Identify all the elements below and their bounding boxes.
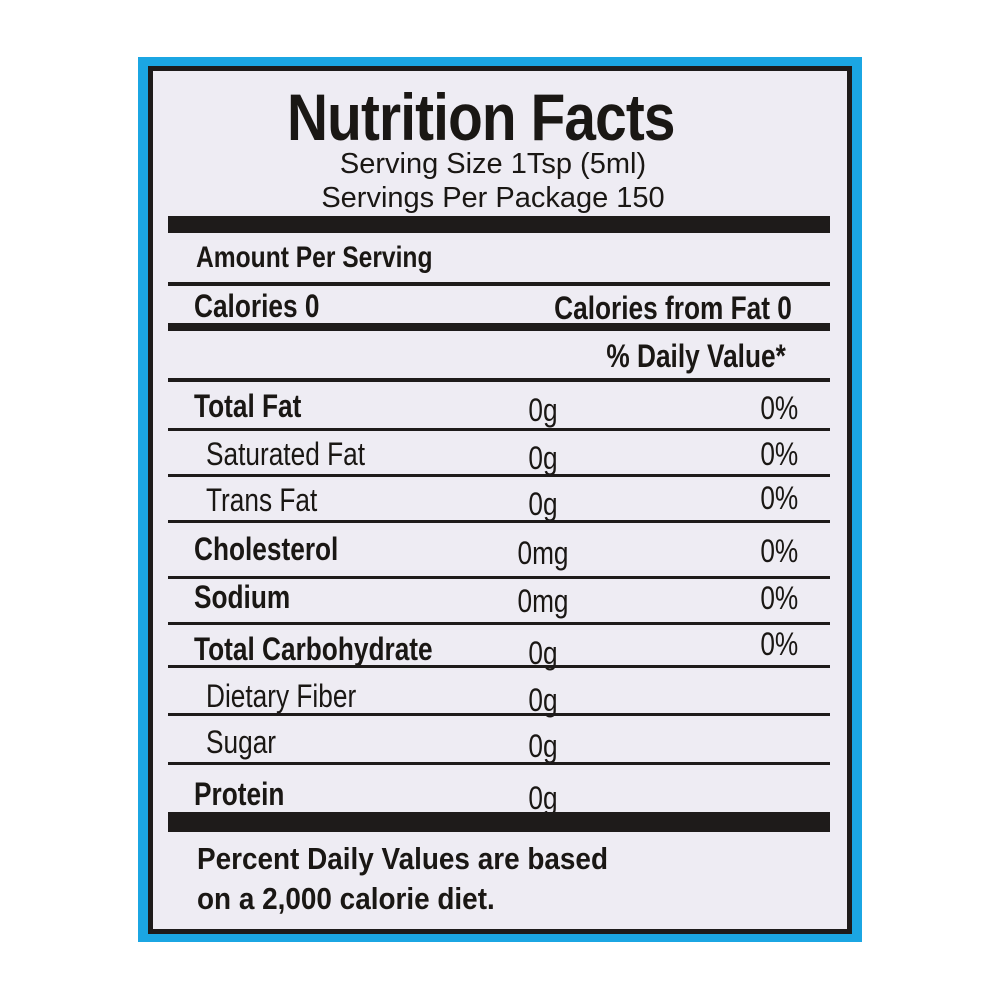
nutrient-name: Sodium [194, 579, 291, 615]
row-divider [168, 713, 830, 716]
nutrient-name: Cholesterol [194, 531, 339, 567]
amount-per-serving: Amount Per Serving [196, 241, 433, 274]
row-divider [168, 665, 830, 668]
thick-divider [168, 812, 830, 832]
nutrition-facts-panel [148, 66, 852, 934]
divider [168, 378, 830, 382]
nutrient-name: Dietary Fiber [206, 678, 357, 714]
divider [168, 282, 830, 286]
nutrient-daily-value: 0% [760, 390, 798, 426]
row-divider [168, 520, 830, 523]
nutrient-amount: 0g [528, 780, 558, 816]
medium-divider [168, 323, 830, 331]
nutrient-amount: 0g [528, 440, 558, 476]
nutrient-name: Sugar [206, 724, 277, 760]
nutrient-amount: 0g [528, 682, 558, 718]
calories-from-fat: Calories from Fat 0 [554, 290, 792, 326]
daily-value-header: % Daily Value* [606, 338, 786, 374]
nutrient-daily-value: 0% [760, 580, 798, 616]
footnote-line-2: on a 2,000 calorie diet. [197, 881, 495, 916]
row-divider [168, 428, 830, 431]
nutrient-name: Total Fat [194, 388, 302, 424]
nutrient-amount: 0g [528, 635, 558, 671]
serving-size: Serving Size 1Tsp (5ml) [339, 148, 647, 180]
nutrient-daily-value: 0% [760, 533, 798, 569]
footnote-line-1: Percent Daily Values are based [197, 841, 608, 876]
title: Nutrition Facts [287, 80, 675, 154]
nutrient-daily-value: 0% [760, 436, 798, 472]
row-divider [168, 576, 830, 579]
nutrient-amount: 0g [528, 728, 558, 764]
row-divider [168, 762, 830, 765]
row-divider [168, 622, 830, 625]
nutrient-name: Protein [194, 776, 285, 812]
nutrient-daily-value: 0% [760, 480, 798, 516]
thick-divider [168, 216, 830, 233]
nutrient-name: Trans Fat [206, 482, 318, 518]
nutrient-amount: 0mg [517, 535, 569, 571]
servings-per-package: Servings Per Package 150 [321, 182, 665, 214]
nutrient-name: Total Carbohydrate [194, 631, 433, 667]
nutrient-amount: 0g [528, 486, 558, 522]
row-divider [168, 474, 830, 477]
calories: Calories 0 [194, 288, 320, 324]
nutrient-amount: 0mg [517, 583, 569, 619]
nutrient-amount: 0g [528, 392, 558, 428]
nutrient-daily-value: 0% [760, 626, 798, 662]
nutrient-name: Saturated Fat [206, 436, 365, 472]
